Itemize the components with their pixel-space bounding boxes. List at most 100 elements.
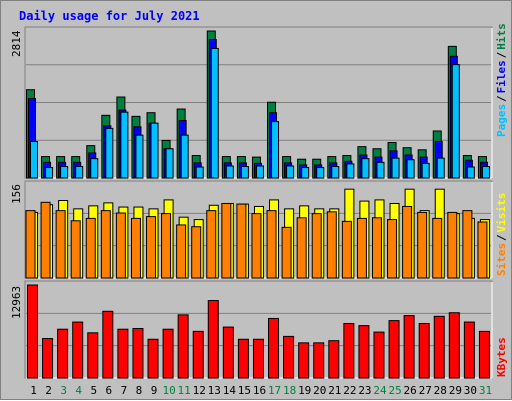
day-label-21: 21 [328,384,341,397]
kbytes-bar-day-31 [478,330,490,379]
day-label-6: 6 [106,384,113,397]
sites-bar-day-29 [447,211,458,279]
day-label-23: 23 [358,384,371,397]
day-label-2: 2 [45,384,52,397]
sites-bar-day-15 [236,203,247,279]
pages-bar-day-17 [271,121,280,179]
kbytes-bar-day-1 [27,284,38,379]
kbytes-bar-day-14 [222,326,234,379]
kbytes-bar-day-13 [207,300,219,379]
sites-bar-day-10 [161,213,172,279]
hits-panel-max-label: 2814 [10,30,23,57]
sites-bar-day-16 [251,213,262,279]
visits-panel-legend-2: Visits [495,193,508,233]
pages-bar-day-10 [165,148,174,179]
pages-bar-day-9 [150,122,159,179]
sites-bar-day-27 [417,211,428,279]
day-label-14: 14 [223,384,237,397]
kbytes-bar-day-16 [252,338,264,379]
kbytes-bar-day-8 [132,327,144,379]
day-label-7: 7 [121,384,128,397]
kbytes-bar-day-7 [117,328,129,379]
day-label-26: 26 [404,384,417,397]
sites-bar-day-7 [115,212,126,279]
chart-title: Daily usage for July 2021 [19,9,200,23]
day-label-20: 20 [313,384,326,397]
kbytes-bar-day-18 [283,335,295,379]
pages-bar-day-16 [255,165,264,179]
sites-bar-day-3 [55,210,66,279]
sites-bar-day-1 [25,210,36,279]
sites-bar-day-28 [432,217,443,279]
sites-bar-day-2 [40,201,51,279]
kbytes-bar-day-4 [72,321,84,379]
kbytes-bar-day-20 [313,342,325,379]
pages-bar-day-14 [225,165,234,179]
sites-bar-day-11 [176,224,187,279]
hits-panel-legend-2: Files [495,60,508,93]
pages-bar-day-15 [240,166,249,179]
kbytes-bar-day-17 [268,317,280,379]
kbytes-bar-day-27 [418,322,430,379]
day-label-16: 16 [253,384,266,397]
pages-bar-day-23 [361,158,370,179]
day-label-5: 5 [90,384,97,397]
sites-bar-day-19 [296,217,307,279]
day-label-11: 11 [178,384,191,397]
sites-bar-day-22 [341,220,352,279]
pages-bar-day-1 [30,140,38,179]
day-label-9: 9 [151,384,158,397]
day-label-8: 8 [136,384,143,397]
hits-panel-legend-4: Hits [495,23,508,50]
visits-panel-legend-1: / [495,234,508,241]
kbytes-bar-day-26 [403,315,415,379]
sites-bar-day-12 [191,226,202,279]
kbytes-bar-day-25 [388,320,400,379]
day-label-12: 12 [193,384,206,397]
sites-bar-day-17 [266,210,277,279]
kbytes-bar-day-30 [463,321,475,379]
sites-bar-day-5 [85,217,96,279]
day-label-27: 27 [419,384,432,397]
pages-bar-day-8 [135,134,144,179]
visits-panel-max-label: 156 [10,184,23,204]
day-label-4: 4 [75,384,82,397]
pages-bar-day-21 [331,166,340,179]
sites-bar-day-14 [221,202,232,279]
pages-bar-day-19 [301,167,310,179]
pages-bar-day-12 [195,166,204,179]
sites-bar-day-18 [281,226,292,279]
pages-bar-day-24 [376,161,385,179]
sites-bar-day-4 [70,220,81,279]
day-label-19: 19 [298,384,311,397]
hits-panel-legend-0: Pages [495,104,508,137]
kbytes-bar-day-12 [192,330,204,379]
visits-panel-legend-0: Sites [495,243,508,276]
pages-bar-day-13 [210,47,219,179]
sites-bar-day-24 [371,217,382,279]
sites-bar-day-31 [477,221,488,279]
day-label-29: 29 [449,384,462,397]
pages-bar-day-20 [316,167,325,179]
pages-bar-day-28 [436,157,445,179]
pages-bar-day-27 [421,162,430,179]
kbytes-bar-day-10 [162,328,174,379]
kbytes-bar-day-19 [298,342,310,379]
sites-bar-day-25 [387,219,398,279]
pages-bar-day-31 [481,166,490,179]
kbytes-bar-day-11 [177,314,189,379]
hits-panel-legend-3: / [495,51,508,58]
sites-bar-day-6 [100,210,111,279]
pages-bar-day-29 [451,64,460,179]
kbytes-bar-day-6 [102,310,114,379]
pages-bar-day-2 [45,167,54,179]
day-label-3: 3 [60,384,67,397]
pages-bar-day-7 [120,111,129,179]
sites-bar-day-20 [311,213,322,279]
kbytes-bar-day-22 [343,322,355,379]
kbytes-bar-day-9 [147,338,159,379]
day-label-1: 1 [30,384,37,397]
kbytes-panel-legend-0: KBytes [495,337,508,377]
kbytes-bar-day-21 [328,340,340,379]
